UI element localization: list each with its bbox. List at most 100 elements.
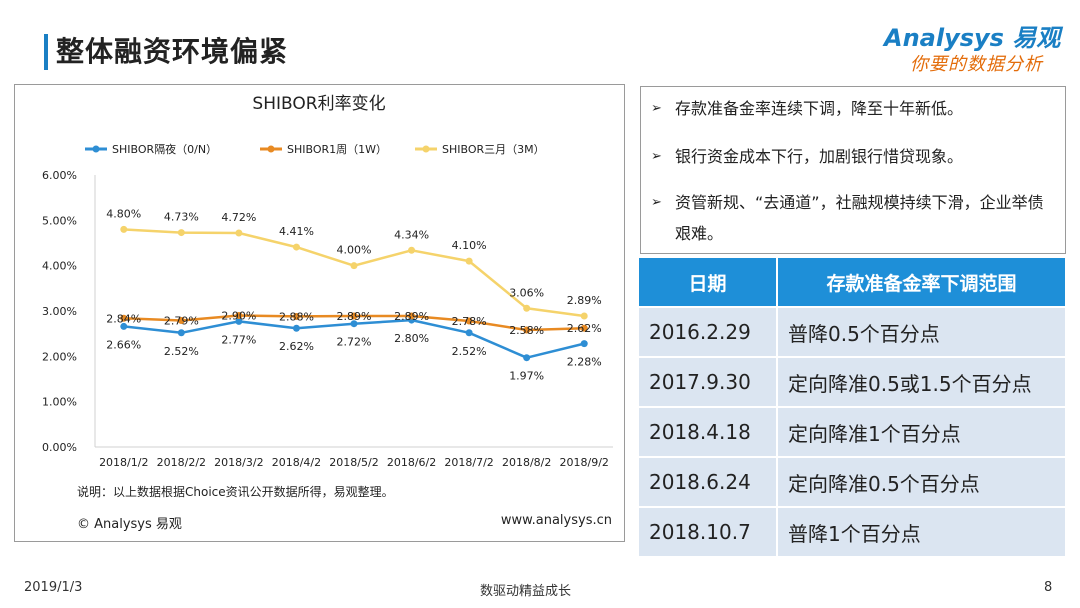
y-tick-label: 2.00%: [42, 350, 77, 363]
data-label: 2.89%: [394, 310, 429, 323]
data-label: 2.78%: [452, 315, 487, 328]
analysys-logo: Analysys 易观 你要的数据分析: [880, 18, 1065, 78]
legend-label: SHIBOR隔夜（0/N）: [112, 142, 217, 156]
chart-title: SHIBOR利率变化: [252, 94, 385, 114]
arrow-bullet-icon: ➢: [651, 149, 662, 164]
data-point: [350, 262, 358, 270]
key-point-text: 银行资金成本下行，加剧银行惜贷现象。: [675, 147, 964, 166]
key-point-1: ➢ 存款准备金率连续下调，降至十年新低。: [651, 93, 1055, 124]
x-tick-label: 2018/8/2: [502, 456, 551, 469]
data-label: 4.00%: [337, 244, 372, 257]
data-label: 1.97%: [509, 370, 544, 383]
cell-range: 定向降准0.5或1.5个百分点: [778, 356, 1065, 406]
data-label: 2.90%: [221, 310, 256, 323]
key-point-3: ➢ 资管新规、“去通道”，社融规模持续下滑，企业举债艰难。: [651, 187, 1055, 249]
chart-copyright: © Analysys 易观: [77, 517, 182, 532]
data-label: 2.89%: [337, 310, 372, 323]
data-point: [292, 312, 300, 320]
data-point: [235, 312, 243, 320]
cell-date: 2017.9.30: [639, 356, 778, 406]
data-point: [465, 317, 473, 325]
data-point: [350, 320, 358, 328]
data-point: [177, 317, 185, 325]
data-point: [120, 322, 128, 330]
column-header-range: 存款准备金率下调范围: [778, 258, 1065, 306]
footer-slogan: 数驱动精益成长: [480, 584, 572, 599]
data-point: [580, 324, 588, 332]
data-point: [465, 257, 473, 265]
cell-range: 普降0.5个百分点: [778, 306, 1065, 356]
legend-marker: [92, 145, 100, 153]
arrow-bullet-icon: ➢: [651, 101, 662, 116]
cell-range: 定向降准1个百分点: [778, 406, 1065, 456]
data-label: 2.77%: [221, 333, 256, 346]
shibor-line-chart: SHIBOR利率变化 SHIBOR隔夜（0/N） SHIBOR1周（1W） SHIBO…: [42, 94, 613, 469]
data-label: 2.66%: [106, 338, 141, 351]
data-label: 2.62%: [279, 340, 314, 353]
reserve-ratio-table: 日期 存款准备金率下调范围 2016.2.29 普降0.5个百分点 2017.9…: [639, 258, 1065, 556]
data-point: [120, 225, 128, 233]
page-title: 整体融资环境偏紧: [56, 35, 289, 68]
cell-date: 2018.6.24: [639, 456, 778, 506]
data-label: 2.80%: [394, 332, 429, 345]
table-header-row: 日期 存款准备金率下调范围: [639, 258, 1065, 306]
data-label: 2.79%: [164, 315, 199, 328]
data-label: 2.72%: [337, 336, 372, 349]
chart-website: www.analysys.cn: [500, 513, 612, 528]
arrow-bullet-icon: ➢: [651, 195, 662, 210]
cell-range: 普降1个百分点: [778, 506, 1065, 556]
data-point: [235, 317, 243, 325]
y-tick-label: 1.00%: [42, 396, 77, 409]
data-label: 2.58%: [509, 324, 544, 337]
x-tick-label: 2018/1/2: [99, 456, 148, 469]
y-tick-label: 3.00%: [42, 305, 77, 318]
shibor-chart-panel: SHIBOR利率变化 SHIBOR隔夜（0/N） SHIBOR1周（1W） SHIBO…: [14, 84, 625, 542]
x-tick-label: 2018/2/2: [157, 456, 206, 469]
data-label: 2.52%: [164, 345, 199, 358]
data-point: [177, 329, 185, 337]
table-row: 2018.4.18 定向降准1个百分点: [639, 406, 1065, 456]
cell-date: 2018.10.7: [639, 506, 778, 556]
table-row: 2016.2.29 普降0.5个百分点: [639, 306, 1065, 356]
data-label: 2.84%: [106, 312, 141, 325]
key-points-panel: ➢ 存款准备金率连续下调，降至十年新低。 ➢ 银行资金成本下行，加剧银行惜贷现象…: [640, 86, 1066, 254]
data-point: [120, 314, 128, 322]
data-label: 2.62%: [567, 322, 602, 335]
x-tick-label: 2018/4/2: [272, 456, 321, 469]
key-point-text: 存款准备金率连续下调，降至十年新低。: [675, 99, 964, 118]
data-point: [235, 229, 243, 237]
page-number: 8: [1044, 580, 1053, 595]
x-tick-label: 2018/3/2: [214, 456, 263, 469]
y-tick-label: 0.00%: [42, 441, 77, 454]
key-point-2: ➢ 银行资金成本下行，加剧银行惜贷现象。: [651, 141, 1055, 172]
data-label: 4.72%: [221, 211, 256, 224]
table-row: 2018.10.7 普降1个百分点: [639, 506, 1065, 556]
data-point: [292, 324, 300, 332]
y-tick-label: 5.00%: [42, 214, 77, 227]
data-label: 4.41%: [279, 225, 314, 238]
table-row: 2018.6.24 定向降准0.5个百分点: [639, 456, 1065, 506]
data-label: 2.89%: [567, 294, 602, 307]
data-point: [350, 312, 358, 320]
data-label: 2.28%: [567, 356, 602, 369]
logo-slogan: 你要的数据分析: [910, 54, 1043, 75]
x-tick-label: 2018/9/2: [560, 456, 609, 469]
y-tick-label: 4.00%: [42, 260, 77, 273]
key-point-text: 资管新规、“去通道”，社融规模持续下滑，企业举债艰难。: [675, 193, 1044, 243]
cell-date: 2018.4.18: [639, 406, 778, 456]
x-tick-label: 2018/5/2: [329, 456, 378, 469]
data-label: 4.34%: [394, 228, 429, 241]
data-label: 4.73%: [164, 211, 199, 224]
data-point: [523, 354, 531, 362]
data-point: [523, 326, 531, 334]
footer-date: 2019/1/3: [24, 580, 83, 595]
logo-brand: Analysys 易观: [884, 24, 1061, 52]
legend-label: SHIBOR三月（3M）: [442, 143, 545, 156]
title-accent-bar: [44, 34, 48, 70]
table-row: 2017.9.30 定向降准0.5或1.5个百分点: [639, 356, 1065, 406]
series-line: [123, 228, 585, 318]
chart-source-note: 说明：以上数据根据Choice资讯公开数据所得，易观整理。: [77, 485, 394, 499]
data-point: [408, 312, 416, 320]
data-point: [523, 304, 531, 312]
column-header-date: 日期: [639, 258, 778, 306]
